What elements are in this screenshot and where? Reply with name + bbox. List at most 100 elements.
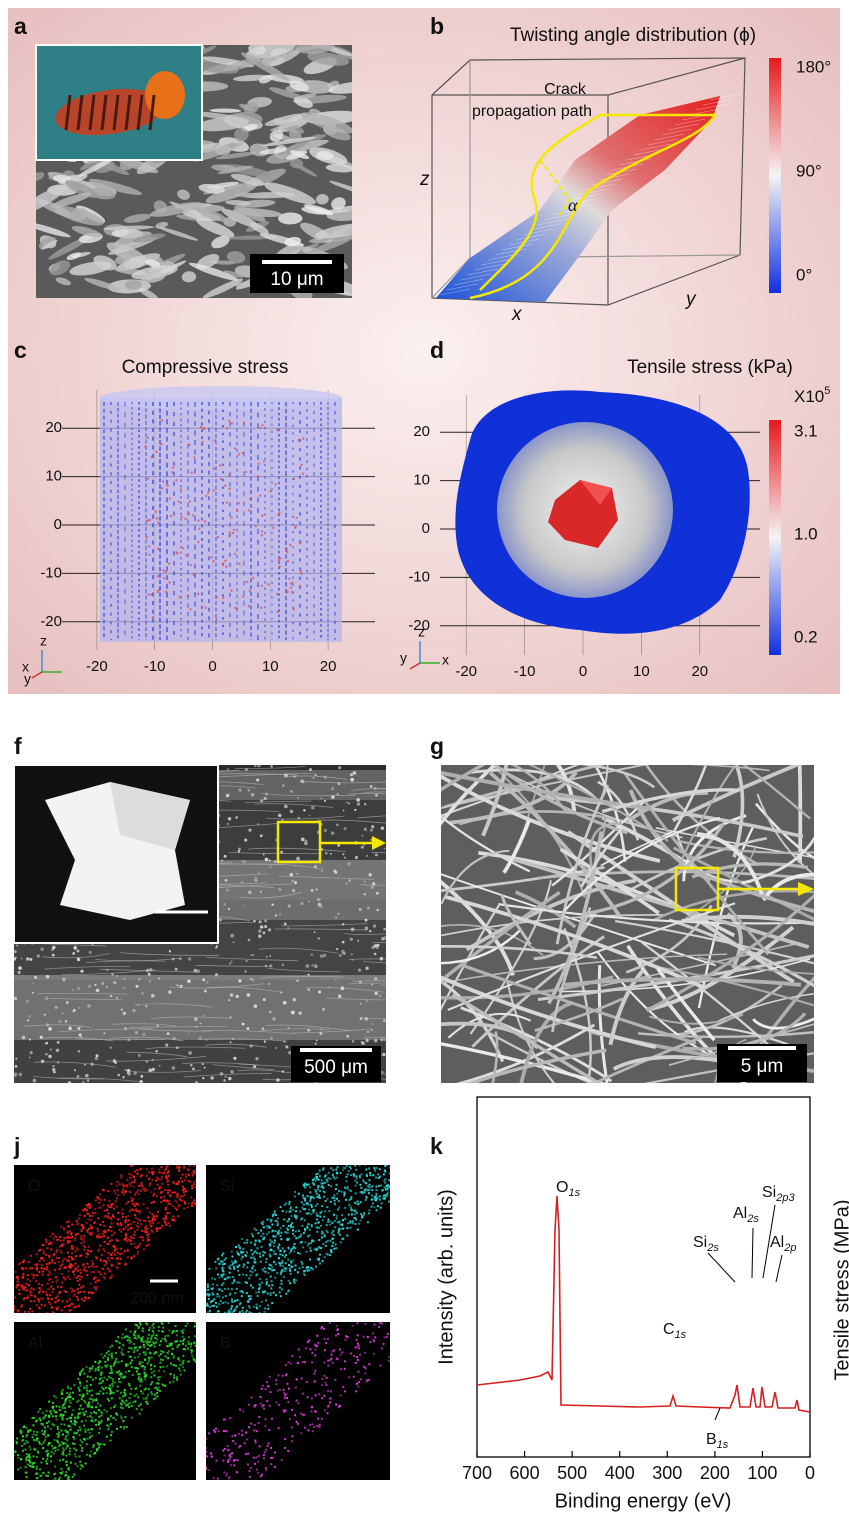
eds-pixel [124,1191,127,1194]
stress-point [155,517,159,520]
sem-grain [93,255,117,271]
scale-bar-label: 2 cm [163,919,200,938]
eds-pixel [232,1262,235,1265]
eds-pixel [333,1247,336,1250]
eds-pixel [153,1352,156,1355]
eds-pixel [137,1192,140,1195]
eds-pixel [332,1169,335,1172]
eds-pixel [373,1153,375,1155]
eds-pixel [266,1233,269,1236]
colorbar-labels: 3.11.00.2 [794,421,818,646]
eds-pixel [62,1453,65,1456]
eds-pixel [152,1315,154,1317]
fiber-dot [65,1001,69,1004]
eds-pixel [19,1466,22,1469]
fiber [649,1013,744,1025]
eds-pixel [23,1506,25,1508]
y-tick-label: 10 [413,472,430,489]
eds-pixel [321,1230,324,1233]
sem-grain [331,197,346,210]
eds-pixel [66,1231,69,1234]
fiber-dot [296,796,300,800]
eds-pixel [141,1158,143,1160]
eds-pixel [200,1195,202,1197]
eds-pixel [61,1470,64,1473]
eds-pixel [64,1401,67,1404]
eds-pixel [73,1437,76,1440]
fiber-strand [150,1016,231,1020]
eds-pixel [397,1183,399,1185]
eds-pixel [271,1223,274,1226]
eds-pixel [383,1131,385,1133]
eds-pixel [61,1484,63,1486]
eds-pixel [28,1453,31,1456]
stress-point [212,489,216,492]
stress-point [187,512,190,515]
eds-pixel [116,1222,119,1225]
eds-pixel [105,1392,108,1395]
eds-pixel [395,1185,397,1187]
eds-pixel [79,1467,82,1470]
eds-pixel [89,1219,92,1222]
eds-pixel [168,1194,171,1197]
eds-pixel [320,1232,323,1235]
eds-pixel [208,1149,210,1151]
eds-pixel [383,1169,386,1172]
eds-pixel [216,1295,219,1298]
eds-pixel [377,1145,379,1147]
eds-pixel [381,1134,383,1136]
eds-pixel [85,1221,88,1224]
eds-pixel [8,1445,10,1447]
eds-pixel [131,1208,134,1211]
eds-pixel [185,1319,187,1321]
fiber [697,956,814,975]
eds-pixel [123,1402,126,1405]
fiber-dot [203,1066,206,1069]
eds-pixel [358,1176,361,1179]
eds-pixel [125,1363,128,1366]
eds-pixel [86,1229,89,1232]
lamella [640,143,671,151]
eds-pixel [176,1166,179,1169]
fiber-strand [49,998,122,1000]
eds-pixel [218,1263,221,1266]
eds-pixel [351,1155,353,1157]
eds-pixel [289,1260,292,1263]
fiber-dot [291,1010,295,1015]
fiber-dot [85,1073,89,1078]
fiber-dot [259,890,262,893]
fiber-dot [111,972,114,976]
fiber-dot [347,802,351,805]
eds-pixel [124,1216,127,1219]
eds-pixel [176,1329,179,1332]
eds-pixel [148,1149,150,1151]
stress-point [248,589,252,593]
eds-pixel [42,1252,45,1255]
stress-point [197,540,200,544]
colorbar-label: 0° [796,265,812,284]
eds-pixel [396,1191,398,1193]
eds-pixel [277,1257,280,1260]
sem-grain [51,192,92,208]
eds-pixel [413,1165,415,1167]
eds-pixel [83,1413,86,1416]
eds-pixel [86,1270,89,1273]
eds-pixel [82,1244,85,1247]
panel-label: d [430,337,444,363]
eds-pixel [122,1193,125,1196]
eds-pixel [11,1306,13,1308]
eds-pixel [333,1177,336,1180]
eds-pixel [46,1421,49,1424]
eds-pixel [30,1486,32,1488]
eds-pixel [22,1435,25,1438]
eds-pixel [89,1204,92,1207]
eds-pixel [173,1219,176,1222]
eds-pixel [277,1232,280,1235]
eds-pixel [334,1188,337,1191]
eds-pixel [88,1266,91,1269]
eds-pixel [157,1151,159,1153]
eds-pixel [278,1229,281,1232]
eds-pixel [375,1197,378,1200]
fiber-strand [195,964,273,968]
eds-pixel [120,1403,123,1406]
